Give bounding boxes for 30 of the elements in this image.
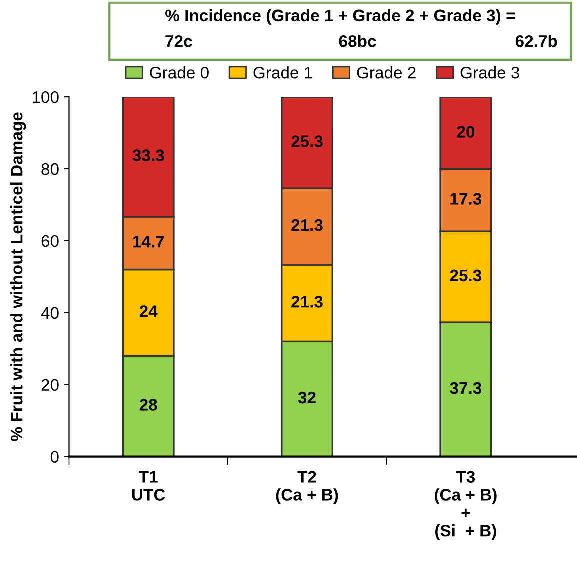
data-label: 14.7: [133, 236, 164, 248]
y-tick-label: 20: [42, 379, 59, 392]
y-tick-label: 60: [42, 235, 59, 248]
data-label: 17.3: [450, 193, 482, 205]
text: 72c: [166, 35, 192, 48]
x-tick-label: T3 (Ca + B) + (Si + B): [435, 471, 497, 540]
text: % Incidence (Grade 1 + Grade 2 + Grade 3) =: [166, 9, 516, 25]
legend-label: Grade 2: [357, 66, 416, 79]
data-label: 28: [140, 399, 158, 411]
data-label: 33.3: [132, 150, 164, 162]
x-tick-label: T2 (Ca + B): [276, 471, 338, 504]
legend-label: Grade 0: [150, 66, 209, 79]
data-label: 20: [457, 126, 475, 138]
data-label: 24: [140, 306, 158, 318]
data-label: 37.3: [450, 382, 482, 394]
x-tick-label: T1 UTC: [132, 471, 166, 501]
data-label: 21.3: [292, 219, 323, 232]
data-label: 21.3: [292, 296, 323, 308]
legend-label: Grade 3: [460, 66, 520, 79]
legend-label: Grade 1: [254, 66, 312, 79]
text: 68bc: [339, 35, 376, 48]
y-tick-label: 40: [41, 307, 59, 320]
data-label: 25.3: [292, 136, 323, 148]
y-tick-label: 100: [32, 91, 59, 104]
data-label: 25.3: [450, 270, 482, 282]
y-tick-label: 80: [42, 163, 59, 176]
text: 62.7b: [516, 35, 558, 48]
y-axis-title: % Fruit with and without Lenticel Damage: [10, 112, 26, 442]
data-label: 32: [298, 392, 316, 404]
y-tick-label: 0: [50, 451, 59, 464]
